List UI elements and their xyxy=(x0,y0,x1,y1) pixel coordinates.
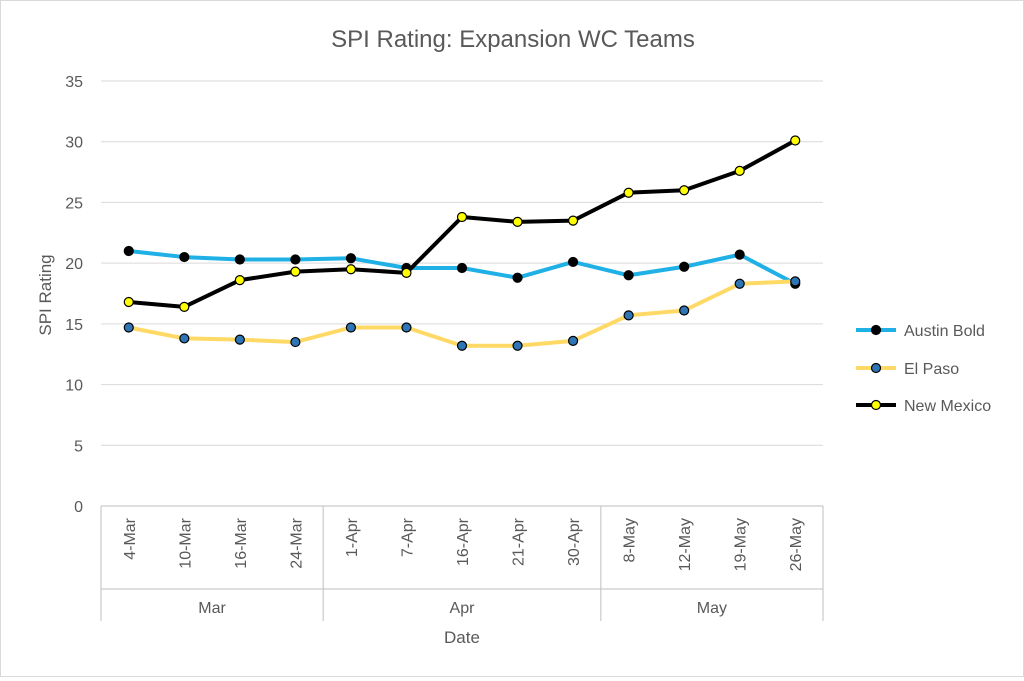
data-point xyxy=(179,333,190,344)
legend-label: New Mexico xyxy=(904,398,991,415)
data-point xyxy=(567,335,579,346)
data-point xyxy=(679,305,690,316)
data-point xyxy=(345,264,357,275)
y-axis-title: SPI Rating xyxy=(36,254,55,335)
data-point xyxy=(790,276,801,287)
data-point xyxy=(567,256,579,268)
x-group-labels: Mar Apr May xyxy=(198,506,727,621)
data-point xyxy=(234,275,245,286)
data-point xyxy=(179,251,190,263)
x-tick-label: 19-May xyxy=(733,518,750,571)
y-tick-label: 20 xyxy=(65,256,83,273)
legend: Austin Bold El Paso New Mexico xyxy=(856,323,991,415)
x-tick-label: 21-Apr xyxy=(511,517,528,566)
x-group-label: Mar xyxy=(198,600,226,617)
data-point xyxy=(623,270,634,281)
y-tick-label: 0 xyxy=(74,499,83,516)
legend-item: Austin Bold xyxy=(856,323,985,340)
x-tick-label: 7-Apr xyxy=(399,517,416,557)
data-point xyxy=(290,266,301,277)
data-point xyxy=(401,322,412,333)
y-tick-labels: 0 5 10 15 20 25 30 35 xyxy=(65,74,83,516)
data-point xyxy=(790,135,801,146)
series-3 xyxy=(123,135,801,312)
x-tick-label: 26-May xyxy=(788,518,805,571)
series-1 xyxy=(123,245,801,289)
legend-item: New Mexico xyxy=(856,398,991,415)
series-lines xyxy=(123,135,801,351)
x-tick-labels: 4-Mar 10-Mar 16-Mar 24-Mar 1-Apr 7-Apr 16-Apr 2… xyxy=(122,517,805,571)
x-tick-label: 30-Apr xyxy=(566,517,583,566)
y-tick-label: 10 xyxy=(65,378,83,395)
data-point xyxy=(567,215,579,226)
data-point xyxy=(734,249,745,260)
legend-label: El Paso xyxy=(904,361,959,378)
x-tick-label: 4-Mar xyxy=(122,517,139,559)
legend-item: El Paso xyxy=(856,361,959,378)
data-point xyxy=(512,272,523,283)
x-axis-title: Date xyxy=(444,628,480,647)
data-point xyxy=(456,262,468,274)
data-point xyxy=(123,322,134,333)
data-point xyxy=(345,253,357,264)
y-tick-label: 35 xyxy=(65,74,83,91)
data-point xyxy=(123,296,134,308)
x-tick-label: 12-May xyxy=(677,518,694,571)
series-line xyxy=(126,138,798,309)
legend-swatch-marker xyxy=(870,362,882,374)
data-point xyxy=(345,322,357,333)
series-line xyxy=(126,279,798,348)
x-group-label: Apr xyxy=(450,600,476,617)
x-tick-label: 16-Mar xyxy=(233,517,250,568)
data-point xyxy=(456,340,468,351)
x-tick-label: 16-Apr xyxy=(455,517,472,566)
x-group-label: May xyxy=(697,600,727,617)
data-point xyxy=(512,216,523,227)
data-point xyxy=(734,278,745,289)
series-2 xyxy=(123,276,801,351)
chart-title: SPI Rating: Expansion WC Teams xyxy=(331,26,695,53)
data-point xyxy=(512,340,523,351)
axes xyxy=(100,505,824,621)
data-point xyxy=(401,267,412,278)
y-tick-label: 15 xyxy=(65,317,83,334)
x-tick-label: 8-May xyxy=(622,518,639,562)
data-point xyxy=(623,187,634,198)
data-point xyxy=(679,185,690,196)
legend-swatch-marker xyxy=(870,399,882,411)
x-tick-label: 10-Mar xyxy=(177,517,194,568)
data-point xyxy=(734,165,745,176)
y-tick-label: 5 xyxy=(74,438,83,455)
data-point xyxy=(179,301,190,312)
data-point xyxy=(234,254,245,265)
data-point xyxy=(679,261,690,272)
y-tick-label: 25 xyxy=(65,195,83,212)
legend-label: Austin Bold xyxy=(904,323,985,340)
data-point xyxy=(456,211,468,223)
legend-swatch-marker xyxy=(870,324,882,336)
data-point xyxy=(290,254,301,265)
data-point xyxy=(234,334,245,345)
x-tick-label: 1-Apr xyxy=(344,517,361,557)
data-point xyxy=(290,336,301,348)
x-tick-label: 24-Mar xyxy=(288,517,305,568)
data-point xyxy=(123,245,134,257)
y-tick-label: 30 xyxy=(65,135,83,152)
data-point xyxy=(623,310,634,321)
